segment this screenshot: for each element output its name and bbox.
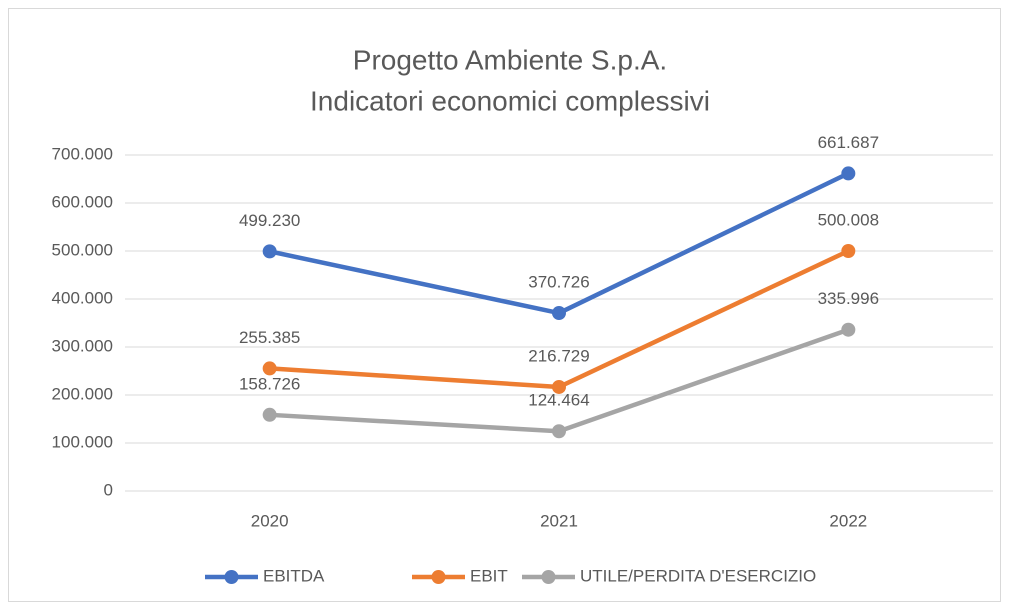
legend-label: UTILE/PERDITA D'ESERCIZIO <box>580 566 816 585</box>
chart-title: Progetto Ambiente S.p.A. <box>353 44 667 75</box>
x-tick-label: 2020 <box>251 511 289 530</box>
chart-title: Indicatori economici complessivi <box>310 85 710 116</box>
legend-marker <box>541 570 556 584</box>
legend-label: EBIT <box>470 566 508 585</box>
data-point <box>262 244 277 259</box>
y-tick-label: 500.000 <box>52 240 113 259</box>
data-point <box>841 322 856 337</box>
data-label: 661.687 <box>818 133 879 152</box>
data-label: 158.726 <box>239 374 300 393</box>
data-point <box>552 306 566 321</box>
legend-marker <box>224 570 239 584</box>
y-tick-label: 400.000 <box>52 288 113 307</box>
y-tick-label: 300.000 <box>52 336 113 355</box>
data-point <box>841 166 856 181</box>
data-point <box>262 407 277 422</box>
data-label: 500.008 <box>818 210 879 229</box>
data-point <box>262 361 277 376</box>
data-label: 499.230 <box>239 211 300 230</box>
chart-border <box>8 8 1001 602</box>
x-tick-label: 2021 <box>540 511 578 530</box>
y-tick-label: 700.000 <box>52 144 113 163</box>
data-label: 335.996 <box>818 289 879 308</box>
data-label: 216.729 <box>528 346 589 365</box>
data-label: 370.726 <box>528 273 589 292</box>
y-tick-label: 200.000 <box>52 384 113 403</box>
data-point <box>552 424 566 439</box>
legend-marker <box>431 570 446 584</box>
y-tick-label: 100.000 <box>52 432 113 451</box>
data-label: 255.385 <box>239 328 300 347</box>
y-tick-label: 0 <box>104 480 113 499</box>
legend-label: EBITDA <box>263 566 325 585</box>
data-point <box>841 243 856 258</box>
x-tick-label: 2022 <box>829 511 867 530</box>
data-point <box>552 379 566 394</box>
y-tick-label: 600.000 <box>52 192 113 211</box>
data-label: 124.464 <box>528 391 589 410</box>
